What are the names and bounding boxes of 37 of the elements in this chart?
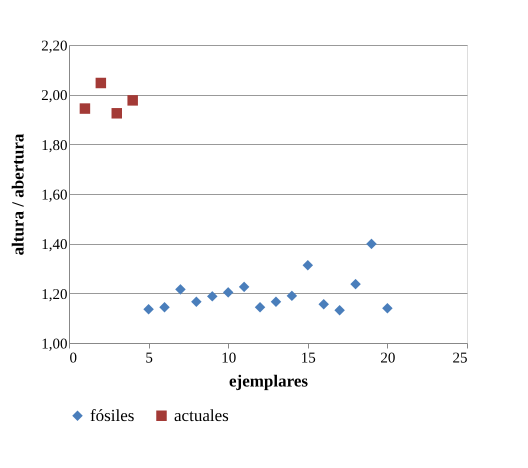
point: [382, 302, 393, 314]
point: [238, 282, 250, 292]
point: [96, 78, 106, 88]
x-tick-label: 20: [380, 350, 396, 366]
point: [334, 304, 345, 316]
y-axis-title: altura / abertura: [8, 133, 28, 256]
y-tick-label: 1,00: [41, 336, 68, 352]
x-tick-label: 5: [145, 350, 153, 366]
x-tick-label: 15: [300, 350, 316, 366]
point: [207, 291, 218, 302]
x-tick-label: 0: [70, 350, 77, 366]
point: [175, 284, 186, 295]
y-tick-label: 2,20: [41, 38, 68, 54]
y-tick-label: 1,80: [41, 138, 68, 154]
x-axis-title: ejemplares: [229, 372, 308, 390]
point: [143, 304, 154, 314]
x-tick-label: 10: [221, 350, 236, 366]
y-tick-label: 1,40: [41, 237, 68, 254]
y-tick-label: 1,20: [41, 286, 68, 303]
point: [318, 299, 329, 310]
point: [159, 302, 170, 312]
point: [254, 302, 266, 312]
legend-label: actuales: [174, 406, 229, 425]
x-tick-label: 25: [452, 350, 468, 366]
y-tick-label: 2,00: [41, 88, 68, 104]
point: [302, 260, 314, 271]
point: [270, 296, 282, 308]
point: [112, 108, 122, 119]
point: [222, 287, 234, 298]
y-tick-label: 1,60: [41, 188, 68, 204]
point: [366, 238, 377, 250]
point: [80, 103, 90, 114]
point: [350, 278, 361, 290]
legend-label: fósiles: [90, 406, 134, 425]
point: [191, 296, 202, 308]
point: [286, 290, 298, 302]
point: [127, 95, 138, 106]
